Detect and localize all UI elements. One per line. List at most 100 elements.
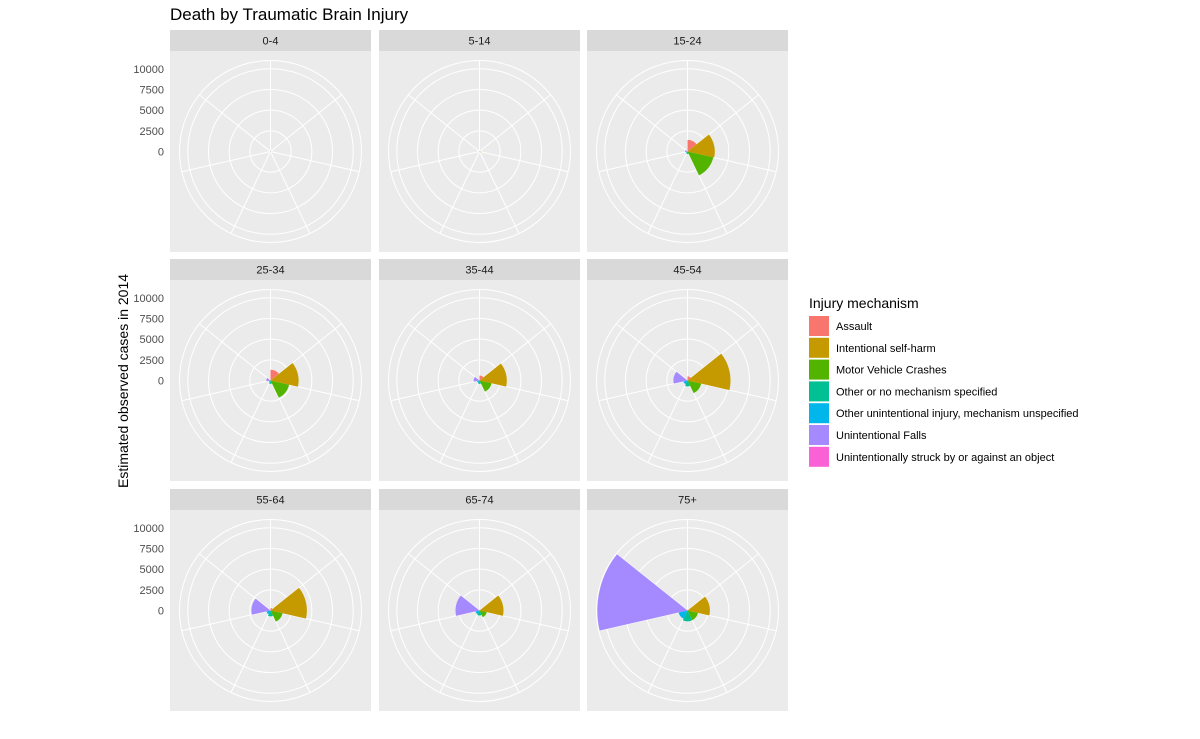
outer-gridline xyxy=(179,60,362,243)
facet-panel-75+: 75+ xyxy=(587,489,788,711)
facet-strip xyxy=(170,259,371,280)
outer-gridline xyxy=(388,289,571,472)
wedge-intentional-self-harm xyxy=(270,362,299,387)
radial-gridline xyxy=(647,380,688,463)
y-tick-label: 2500 xyxy=(140,126,164,138)
wedge-other-unintentional-injury-mechanism-unspecified xyxy=(266,610,271,615)
radial-gridline xyxy=(270,151,360,173)
facet-panel-25-34: 25-34 0 2500 5000 7500 10000 xyxy=(133,259,371,481)
facet-strip xyxy=(379,259,580,280)
circular-gridline xyxy=(187,68,354,235)
facet-panel-65-74: 65-74 xyxy=(379,489,580,711)
radial-gridline xyxy=(181,610,271,632)
circular-gridline xyxy=(416,88,543,215)
radial-gridline xyxy=(647,151,688,234)
y-tick-label: 0 xyxy=(158,147,164,159)
legend-label: Intentional self-harm xyxy=(836,343,936,355)
wedge-intentional-self-harm xyxy=(479,595,504,616)
radial-gridline xyxy=(479,94,551,152)
outer-gridline xyxy=(596,60,779,243)
radial-gridline xyxy=(230,380,271,463)
wedge-intentional-self-harm xyxy=(479,363,507,387)
facet-strip-label: 65-74 xyxy=(465,495,493,507)
wedge-motor-vehicle-crashes xyxy=(687,610,698,621)
radial-gridline xyxy=(598,380,688,402)
circular-gridline xyxy=(624,88,751,215)
facet-panel-45-54: 45-54 xyxy=(587,259,788,481)
legend-items: Assault Intentional self-harm Motor Vehicl… xyxy=(809,316,1079,467)
wedge-other-or-no-mechanism-specified xyxy=(269,380,272,384)
wedge-unintentionally-struck-by-or-against-an-object xyxy=(686,609,688,611)
circular-gridline xyxy=(207,547,334,674)
radial-gridline xyxy=(390,380,480,402)
wedge-other-unintentional-injury-mechanism-unspecified xyxy=(268,380,271,382)
wedge-unintentional-falls xyxy=(597,554,688,631)
wedge-assault xyxy=(687,139,697,152)
facet-strip xyxy=(587,489,788,510)
circular-gridline xyxy=(416,547,543,674)
wedge-assault xyxy=(270,608,273,611)
y-tick-label: 5000 xyxy=(140,105,164,117)
y-tick-label: 0 xyxy=(158,376,164,388)
wedge-other-or-no-mechanism-specified xyxy=(684,380,691,387)
legend-label: Unintentional Falls xyxy=(836,430,927,442)
wedge-unintentional-falls xyxy=(266,377,271,382)
wedge-other-unintentional-injury-mechanism-unspecified xyxy=(477,380,480,383)
wedge-motor-vehicle-crashes xyxy=(479,610,487,618)
facet-strip xyxy=(170,489,371,510)
outer-gridline xyxy=(179,289,362,472)
wedge-motor-vehicle-crashes xyxy=(479,380,492,392)
wedge-intentional-self-harm xyxy=(687,596,710,616)
radial-gridline xyxy=(687,380,728,463)
radial-gridline xyxy=(479,380,520,463)
wedge-assault xyxy=(270,369,279,381)
radial-gridline xyxy=(439,380,480,463)
circular-gridline xyxy=(207,88,334,215)
facet-strip-label: 55-64 xyxy=(256,495,284,507)
circular-gridline xyxy=(437,568,522,653)
y-tick-label: 2500 xyxy=(140,585,164,597)
radial-gridline xyxy=(181,380,271,402)
wedge-other-unintentional-injury-mechanism-unspecified xyxy=(678,610,688,619)
facet-panel-15-24: 15-24 xyxy=(587,30,788,252)
legend-key xyxy=(809,337,829,358)
legend-item: Unintentionally struck by or against an … xyxy=(809,446,1054,467)
facet-strip-label: 45-54 xyxy=(673,265,701,277)
facet-strip-label: 15-24 xyxy=(673,36,701,48)
radial-gridline xyxy=(230,610,271,693)
circular-gridline xyxy=(187,297,354,464)
wedge-motor-vehicle-crashes xyxy=(270,380,290,398)
radial-gridline xyxy=(687,610,728,693)
wedge-unintentional-falls xyxy=(251,598,271,615)
outer-gridline xyxy=(596,289,779,472)
wedge-motor-vehicle-crashes xyxy=(479,151,481,153)
legend-key xyxy=(809,446,829,467)
legend-label: Assault xyxy=(836,321,872,333)
wedge-unintentional-falls xyxy=(473,376,480,382)
chart-title: Death by Traumatic Brain Injury xyxy=(170,5,409,24)
facet-strip xyxy=(379,30,580,51)
radial-gridline xyxy=(479,151,569,173)
outer-gridline xyxy=(388,60,571,243)
radial-gridline xyxy=(230,151,271,234)
circular-gridline xyxy=(437,338,522,423)
facet-panel-55-64: 55-64 0 2500 5000 7500 10000 xyxy=(133,489,371,711)
facet-panel-0-4: 0-4 0 2500 5000 7500 10000 xyxy=(133,30,371,252)
wedge-intentional-self-harm xyxy=(687,134,715,158)
wedge-unintentional-falls xyxy=(685,149,688,153)
wedge-unintentional-falls xyxy=(455,595,480,616)
radial-gridline xyxy=(408,553,480,611)
legend-key xyxy=(809,316,829,336)
facet-strip xyxy=(379,489,580,510)
legend-key xyxy=(809,425,829,445)
legend-item: Assault xyxy=(809,316,872,336)
radial-gridline xyxy=(687,151,728,234)
wedge-other-or-no-mechanism-specified xyxy=(478,380,481,384)
radial-gridline xyxy=(199,94,271,152)
circular-gridline xyxy=(228,568,313,653)
circular-gridline xyxy=(207,317,334,444)
circular-gridline xyxy=(187,527,354,694)
radial-gridline xyxy=(616,553,688,611)
facet-strip xyxy=(170,30,371,51)
y-tick-label: 7500 xyxy=(140,84,164,96)
